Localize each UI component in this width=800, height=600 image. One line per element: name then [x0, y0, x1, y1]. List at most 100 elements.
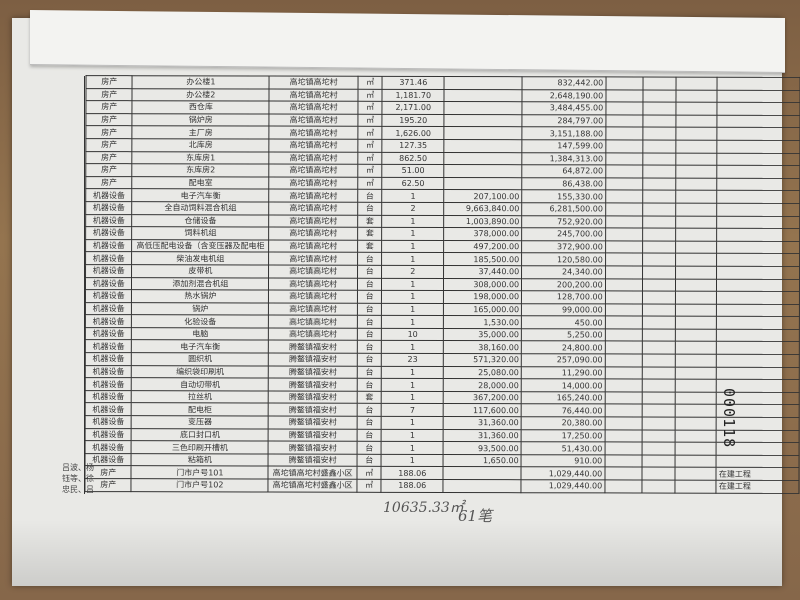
asset-name-cell: 圆织机: [131, 352, 269, 366]
quantity-cell: 1: [381, 315, 444, 329]
quantity-cell: 51.00: [382, 164, 445, 178]
blank-cell: [675, 278, 717, 292]
original-value-cell: 25,080.00: [443, 366, 522, 379]
quantity-cell: 62.50: [382, 177, 444, 190]
blank-cell: [675, 354, 717, 367]
location-cell: 高坨镇高坨村: [268, 239, 358, 253]
handwritten-count: 61笔: [458, 507, 493, 525]
unit-cell: 台: [357, 365, 382, 379]
remark-cell: [717, 152, 800, 166]
original-value-cell: 1,003,890.00: [443, 215, 522, 228]
appraised-value-cell: 284,797.00: [522, 114, 606, 128]
blank-cell: [675, 442, 717, 456]
unit-cell: 台: [357, 315, 382, 329]
location-cell: 高坨镇高坨村: [269, 101, 359, 115]
original-value-cell: 378,000.00: [443, 227, 522, 241]
asset-name-cell: 变压器: [131, 415, 269, 429]
blank-cell: [604, 454, 643, 468]
appraised-value-cell: 832,442.00: [522, 76, 606, 90]
asset-type-cell: 房产: [85, 100, 133, 114]
appraised-value-cell: 11,290.00: [521, 366, 606, 380]
blank-cell: [642, 366, 676, 380]
blank-cell: [675, 328, 717, 342]
appraised-value-cell: 3,151,188.00: [522, 127, 606, 140]
location-cell: 腾鳌镇福安村: [268, 390, 358, 404]
appraised-value-cell: 752,920.00: [521, 215, 606, 229]
blank-cell: [605, 291, 643, 304]
quantity-cell: 371.46: [382, 76, 445, 90]
original-value-cell: 31,360.00: [443, 429, 522, 442]
blank-cell: [675, 379, 717, 393]
blank-cell: [605, 165, 643, 178]
blank-cell: [675, 429, 717, 443]
original-value-cell: 38,160.00: [443, 340, 522, 354]
location-cell: 腾鳌镇福安村: [268, 365, 358, 379]
asset-name-cell: 配电室: [132, 176, 270, 190]
quantity-cell: 23: [381, 353, 444, 367]
blank-cell: [605, 265, 643, 279]
asset-type-cell: 机器设备: [85, 377, 132, 391]
original-value-cell: [444, 152, 522, 165]
asset-type-cell: 机器设备: [85, 264, 133, 278]
blank-cell: [642, 404, 676, 418]
blank-cell: [642, 253, 676, 267]
unit-cell: 台: [357, 277, 382, 291]
blank-cell: [604, 479, 642, 493]
original-value-cell: [444, 101, 523, 115]
quantity-cell: 195.20: [382, 114, 445, 127]
original-value-cell: 308,000.00: [443, 278, 522, 291]
remark-cell: [716, 329, 800, 342]
unit-cell: 台: [357, 328, 382, 341]
location-cell: 腾鳌镇福安村: [268, 403, 358, 417]
location-cell: 高坨镇高坨村: [269, 164, 358, 178]
asset-name-cell: 电子汽车衡: [131, 340, 269, 354]
quantity-cell: 2: [381, 265, 444, 279]
original-value-cell: 497,200.00: [443, 240, 522, 254]
blank-cell: [675, 291, 717, 304]
appraised-value-cell: 1,029,440.00: [521, 479, 605, 493]
blank-cell: [676, 89, 718, 103]
asset-name-cell: 东库房2: [132, 163, 270, 177]
location-cell: 腾鳌镇福安村: [268, 428, 358, 442]
blank-cell: [675, 454, 717, 468]
remark-cell: [717, 115, 800, 128]
asset-type-cell: 机器设备: [85, 239, 133, 252]
blank-cell: [676, 140, 718, 153]
original-value-cell: [444, 76, 523, 90]
blank-cell: [605, 316, 643, 329]
quantity-cell: 188.06: [381, 466, 444, 480]
unit-cell: 台: [357, 302, 382, 316]
location-cell: 高坨镇高坨村: [268, 327, 358, 341]
location-cell: 腾鳌镇福安村: [268, 453, 358, 467]
blank-cell: [642, 354, 676, 367]
remark-cell: [717, 177, 800, 191]
quantity-cell: 1,181.70: [382, 88, 445, 102]
asset-type-cell: 房产: [85, 176, 133, 190]
remark-cell: [716, 291, 800, 305]
blank-cell: [675, 417, 717, 430]
original-value-cell: [443, 466, 522, 480]
asset-type-cell: 机器设备: [85, 390, 132, 404]
asset-type-cell: 机器设备: [85, 403, 132, 416]
unit-cell: ㎡: [358, 88, 383, 102]
blank-cell: [675, 316, 717, 330]
appraised-value-cell: 120,580.00: [521, 253, 606, 266]
remark-cell: [716, 240, 800, 254]
appraised-value-cell: 51,430.00: [521, 441, 605, 455]
asset-type-cell: 机器设备: [85, 365, 132, 378]
remark-cell: [717, 140, 800, 153]
appraised-value-cell: 24,800.00: [521, 341, 606, 354]
blank-cell: [604, 429, 643, 443]
blank-cell: [676, 102, 718, 116]
location-cell: 高坨镇高坨村: [269, 88, 359, 102]
blank-cell: [604, 391, 643, 405]
blank-cell: [605, 139, 643, 153]
blank-cell: [675, 404, 717, 418]
unit-cell: 台: [357, 189, 383, 203]
location-cell: 高坨镇高坨村盛鑫小区: [268, 479, 358, 492]
asset-type-cell: 机器设备: [85, 415, 132, 429]
quantity-cell: 1: [381, 454, 444, 467]
blank-cell: [642, 202, 677, 216]
blank-cell: [605, 152, 643, 166]
blank-cell: [642, 303, 676, 317]
